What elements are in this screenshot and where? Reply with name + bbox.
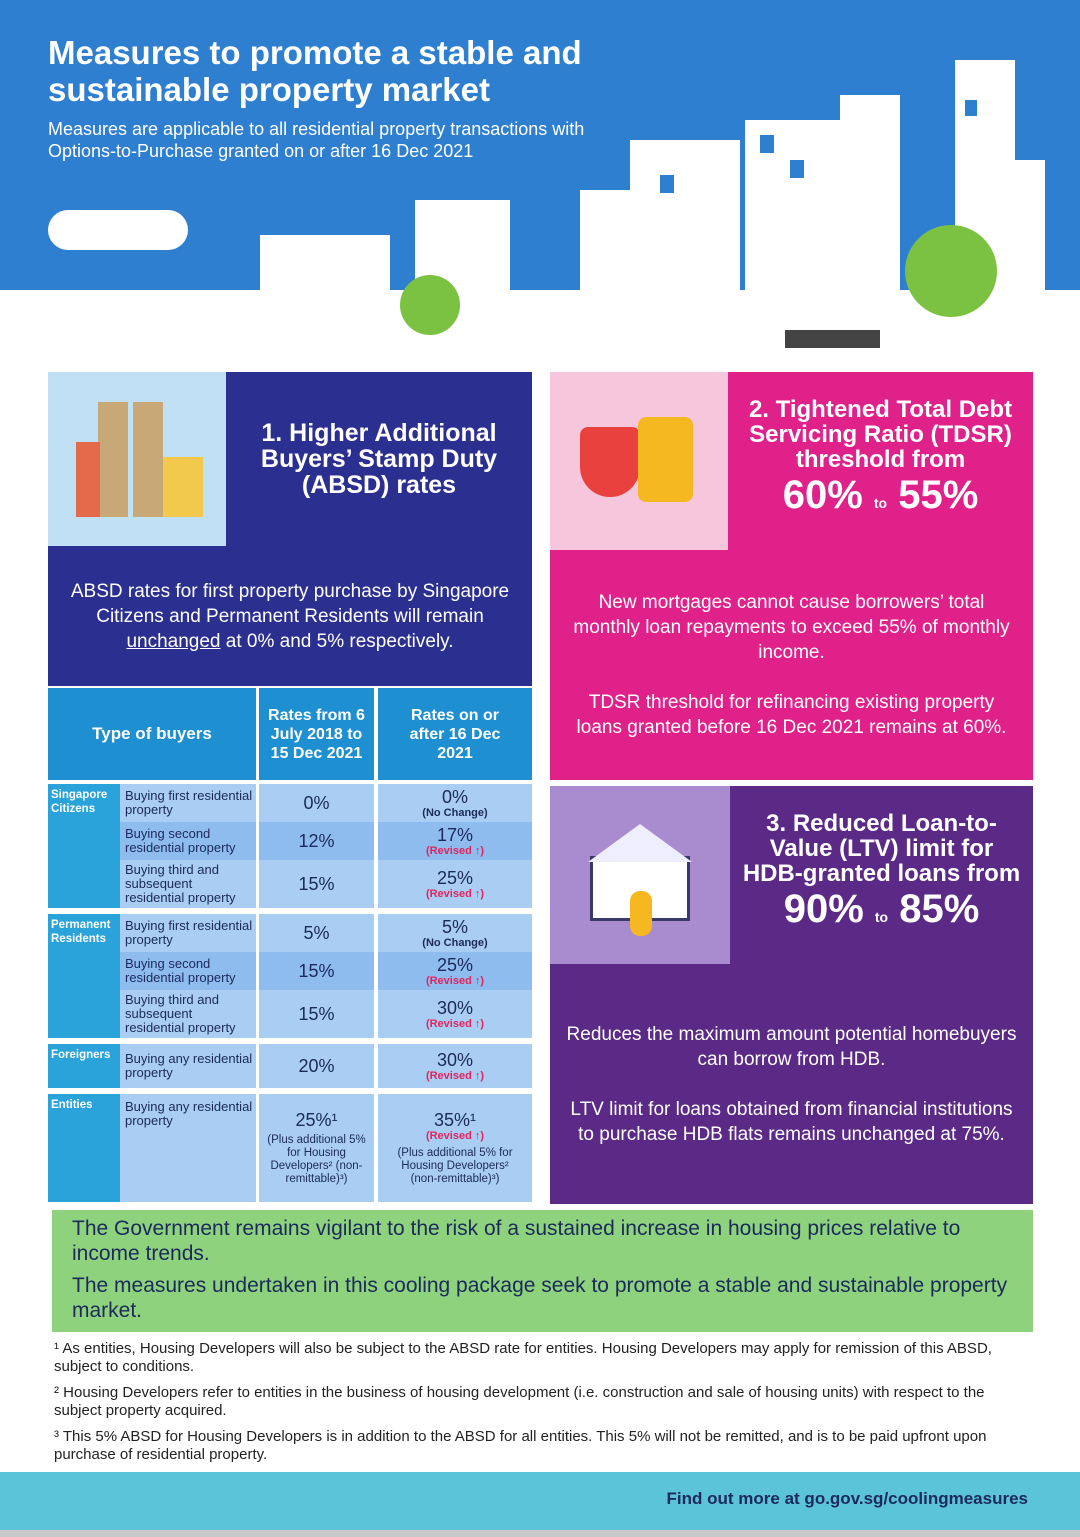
new-rate-cell: 25% (Revised ↑)	[378, 952, 532, 990]
ltv-text-2: LTV limit for loans obtained from financ…	[570, 1098, 1013, 1145]
hero-text: Measures to promote a stable and sustain…	[48, 34, 728, 162]
buyer-group-label: Singapore Citizens	[48, 784, 120, 908]
rate-change-note: (Revised ↑)	[425, 887, 485, 900]
tdsr-header: 2. Tightened Total Debt Servicing Ratio …	[728, 372, 1033, 550]
new-rate: 30%	[436, 1049, 474, 1070]
old-rate-cell: 12%	[259, 822, 374, 860]
bench-icon	[785, 330, 880, 348]
new-rate-cell: 30% (Revised ↑)	[378, 990, 532, 1038]
footnote-1: ¹ As entities, Housing Developers will a…	[54, 1340, 992, 1375]
old-rate-cell: 15%	[259, 990, 374, 1038]
shield-coins-icon	[550, 372, 728, 550]
footnote-2: ² Housing Developers refer to entities i…	[54, 1384, 985, 1419]
rate-change-note: (Revised ↑)	[425, 974, 485, 987]
cloud-illustration	[48, 210, 188, 250]
ltv-text-1: Reduces the maximum amount potential hom…	[566, 1023, 1017, 1070]
table-header-old-rates: Rates from 6 July 2018 to 15 Dec 2021	[259, 688, 374, 780]
buyer-type-desc: Buying first residential property	[120, 784, 256, 822]
old-rate: 5%	[303, 923, 330, 943]
new-rate-cell: 5% (No Change)	[378, 914, 532, 952]
old-rate-cell: 5%	[259, 914, 374, 952]
absd-intro: ABSD rates for first property purchase b…	[48, 546, 532, 686]
old-rate: 20%	[298, 1056, 335, 1076]
new-rate: 30%	[436, 997, 474, 1018]
new-rate: 17%	[436, 824, 474, 845]
government-statement: The Government remains vigilant to the r…	[52, 1210, 1033, 1332]
footnote-3: ³ This 5% ABSD for Housing Developers is…	[54, 1428, 987, 1463]
old-rate-cell: 25%¹ (Plus additional 5% for Housing Deve…	[259, 1094, 374, 1202]
table-header-new-rates: Rates on or after 16 Dec 2021	[378, 688, 532, 780]
buyer-type-desc: Buying second residential property	[120, 822, 256, 860]
old-rate: 15%	[298, 874, 335, 894]
ltv-title: 3. Reduced Loan-to-Value (LTV) limit for…	[742, 809, 1021, 887]
rate-change-note: (No Change)	[422, 806, 488, 819]
new-rate: 5%	[441, 916, 468, 937]
tree-icon	[905, 225, 997, 317]
tree-icon	[400, 275, 460, 335]
old-rate: 25%¹	[295, 1110, 338, 1130]
hero-banner: Measures to promote a stable and sustain…	[0, 0, 1080, 300]
new-rate: 25%	[436, 954, 474, 975]
old-rate: 15%	[298, 961, 335, 981]
tdsr-text-2: TDSR threshold for refinancing existing …	[576, 692, 1007, 738]
tdsr-text-1: New mortgages cannot cause borrowers’ to…	[573, 592, 1010, 663]
old-rate: 15%	[298, 1004, 335, 1024]
rate-extra: (Plus additional 5% for Housing Develope…	[397, 1147, 513, 1185]
new-rate: 0%	[441, 786, 468, 807]
footer-link[interactable]: Find out more at go.gov.sg/coolingmeasur…	[666, 1489, 1028, 1508]
ltv-body: Reduces the maximum amount potential hom…	[550, 964, 1033, 1204]
street-scene	[0, 225, 1080, 365]
old-rate: 12%	[298, 831, 335, 851]
old-rate-cell: 0%	[259, 784, 374, 822]
absd-title: 1. Higher Additional Buyers’ Stamp Duty …	[226, 372, 532, 546]
buyer-type-desc: Buying third and subsequent residential …	[120, 860, 256, 908]
new-rate-cell: 35%¹ (Revised ↑) (Plus additional 5% for H…	[378, 1094, 532, 1202]
buyer-type-desc: Buying third and subsequent residential …	[120, 990, 256, 1038]
buyer-group-label: Foreigners	[48, 1044, 120, 1088]
old-rate-cell: 20%	[259, 1044, 374, 1088]
rate-extra: (Plus additional 5% for Housing Develope…	[267, 1134, 366, 1185]
statement-2: The measures undertaken in this cooling …	[72, 1274, 1008, 1322]
old-rate-cell: 15%	[259, 860, 374, 908]
ltv-change: 90% to 85%	[783, 886, 980, 931]
page-title: Measures to promote a stable and sustain…	[48, 34, 582, 108]
absd-table: Type of buyers Rates from 6 July 2018 to…	[48, 688, 532, 1204]
new-rate: 35%¹	[433, 1110, 477, 1130]
buyer-type-desc: Buying first residential property	[120, 914, 256, 952]
statement-1: The Government remains vigilant to the r…	[72, 1217, 961, 1265]
tdsr-title: 2. Tightened Total Debt Servicing Ratio …	[748, 395, 1013, 473]
new-rate-cell: 0% (No Change)	[378, 784, 532, 822]
rate-change-note: (Revised ↑)	[425, 1069, 485, 1082]
building-illustration	[1000, 160, 1045, 300]
footer-bar: Find out more at go.gov.sg/coolingmeasur…	[0, 1472, 1080, 1530]
buyer-type-desc: Buying second residential property	[120, 952, 256, 990]
rate-change-note: (No Change)	[422, 936, 488, 949]
building-illustration	[580, 190, 640, 300]
rate-change-note: (Revised ↑)	[425, 1130, 485, 1142]
rate-change-note: (Revised ↑)	[425, 844, 485, 857]
buyer-type-desc: Buying any residential property	[120, 1044, 256, 1088]
new-rate-cell: 17% (Revised ↑)	[378, 822, 532, 860]
new-rate-cell: 25% (Revised ↑)	[378, 860, 532, 908]
buyer-group-label: Permanent Residents	[48, 914, 120, 1038]
rate-change-note: (Revised ↑)	[425, 1017, 485, 1030]
tdsr-change: 60% to 55%	[782, 472, 979, 517]
old-rate: 0%	[303, 793, 330, 813]
building-illustration	[260, 235, 390, 300]
buyer-group-label: Entities	[48, 1094, 120, 1202]
ltv-header: 3. Reduced Loan-to-Value (LTV) limit for…	[730, 786, 1033, 964]
table-header-type: Type of buyers	[48, 688, 256, 780]
building-illustration	[630, 140, 740, 300]
buyer-type-desc: Buying any residential property	[120, 1094, 256, 1202]
old-rate-cell: 15%	[259, 952, 374, 990]
tdsr-body: New mortgages cannot cause borrowers’ to…	[550, 550, 1033, 780]
new-rate: 25%	[436, 867, 474, 888]
page-subtitle: Measures are applicable to all residenti…	[48, 119, 585, 161]
bottom-edge	[0, 1530, 1080, 1537]
building-illustration	[840, 95, 900, 300]
condo-illustration	[48, 372, 226, 546]
new-rate-cell: 30% (Revised ↑)	[378, 1044, 532, 1088]
house-dollar-icon	[550, 786, 730, 964]
